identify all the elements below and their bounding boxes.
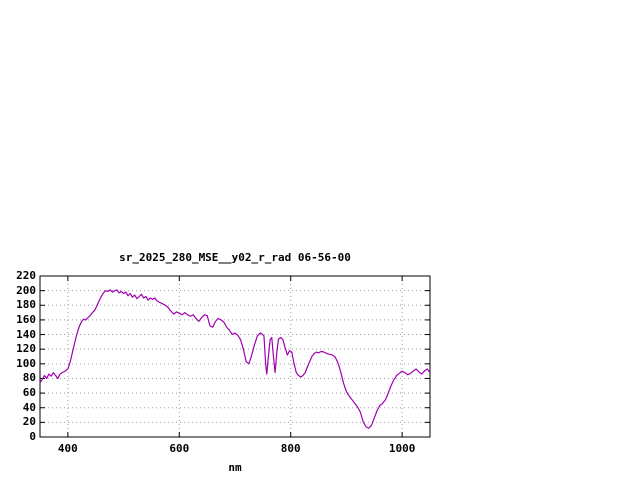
x-tick-label: 400	[57, 442, 78, 455]
y-tick-label: 100	[16, 356, 36, 370]
plot-border	[39, 275, 431, 438]
x-tick-label: 600	[169, 442, 190, 455]
y-tick-label: 180	[16, 298, 36, 312]
chart-title: sr_2025_280_MSE__y02_r_rad 06-56-00	[119, 251, 351, 264]
y-tick-label: 120	[16, 342, 36, 356]
data-series-line	[39, 289, 431, 429]
y-tick-label: 140	[16, 327, 36, 341]
y-tick-label: 80	[22, 371, 36, 385]
y-tick-label: 40	[22, 400, 36, 414]
y-tick-label: 0	[29, 430, 36, 443]
y-tick-label: 220	[16, 269, 36, 282]
y-tick-label: 200	[16, 283, 36, 297]
y-tick-label: 20	[22, 415, 36, 429]
y-tick-label: 160	[16, 312, 36, 326]
x-axis-label: nm	[228, 461, 242, 474]
x-tick-label: 800	[280, 442, 301, 455]
x-tick-label: 1000	[388, 442, 416, 455]
y-tick-label: 60	[22, 386, 36, 400]
